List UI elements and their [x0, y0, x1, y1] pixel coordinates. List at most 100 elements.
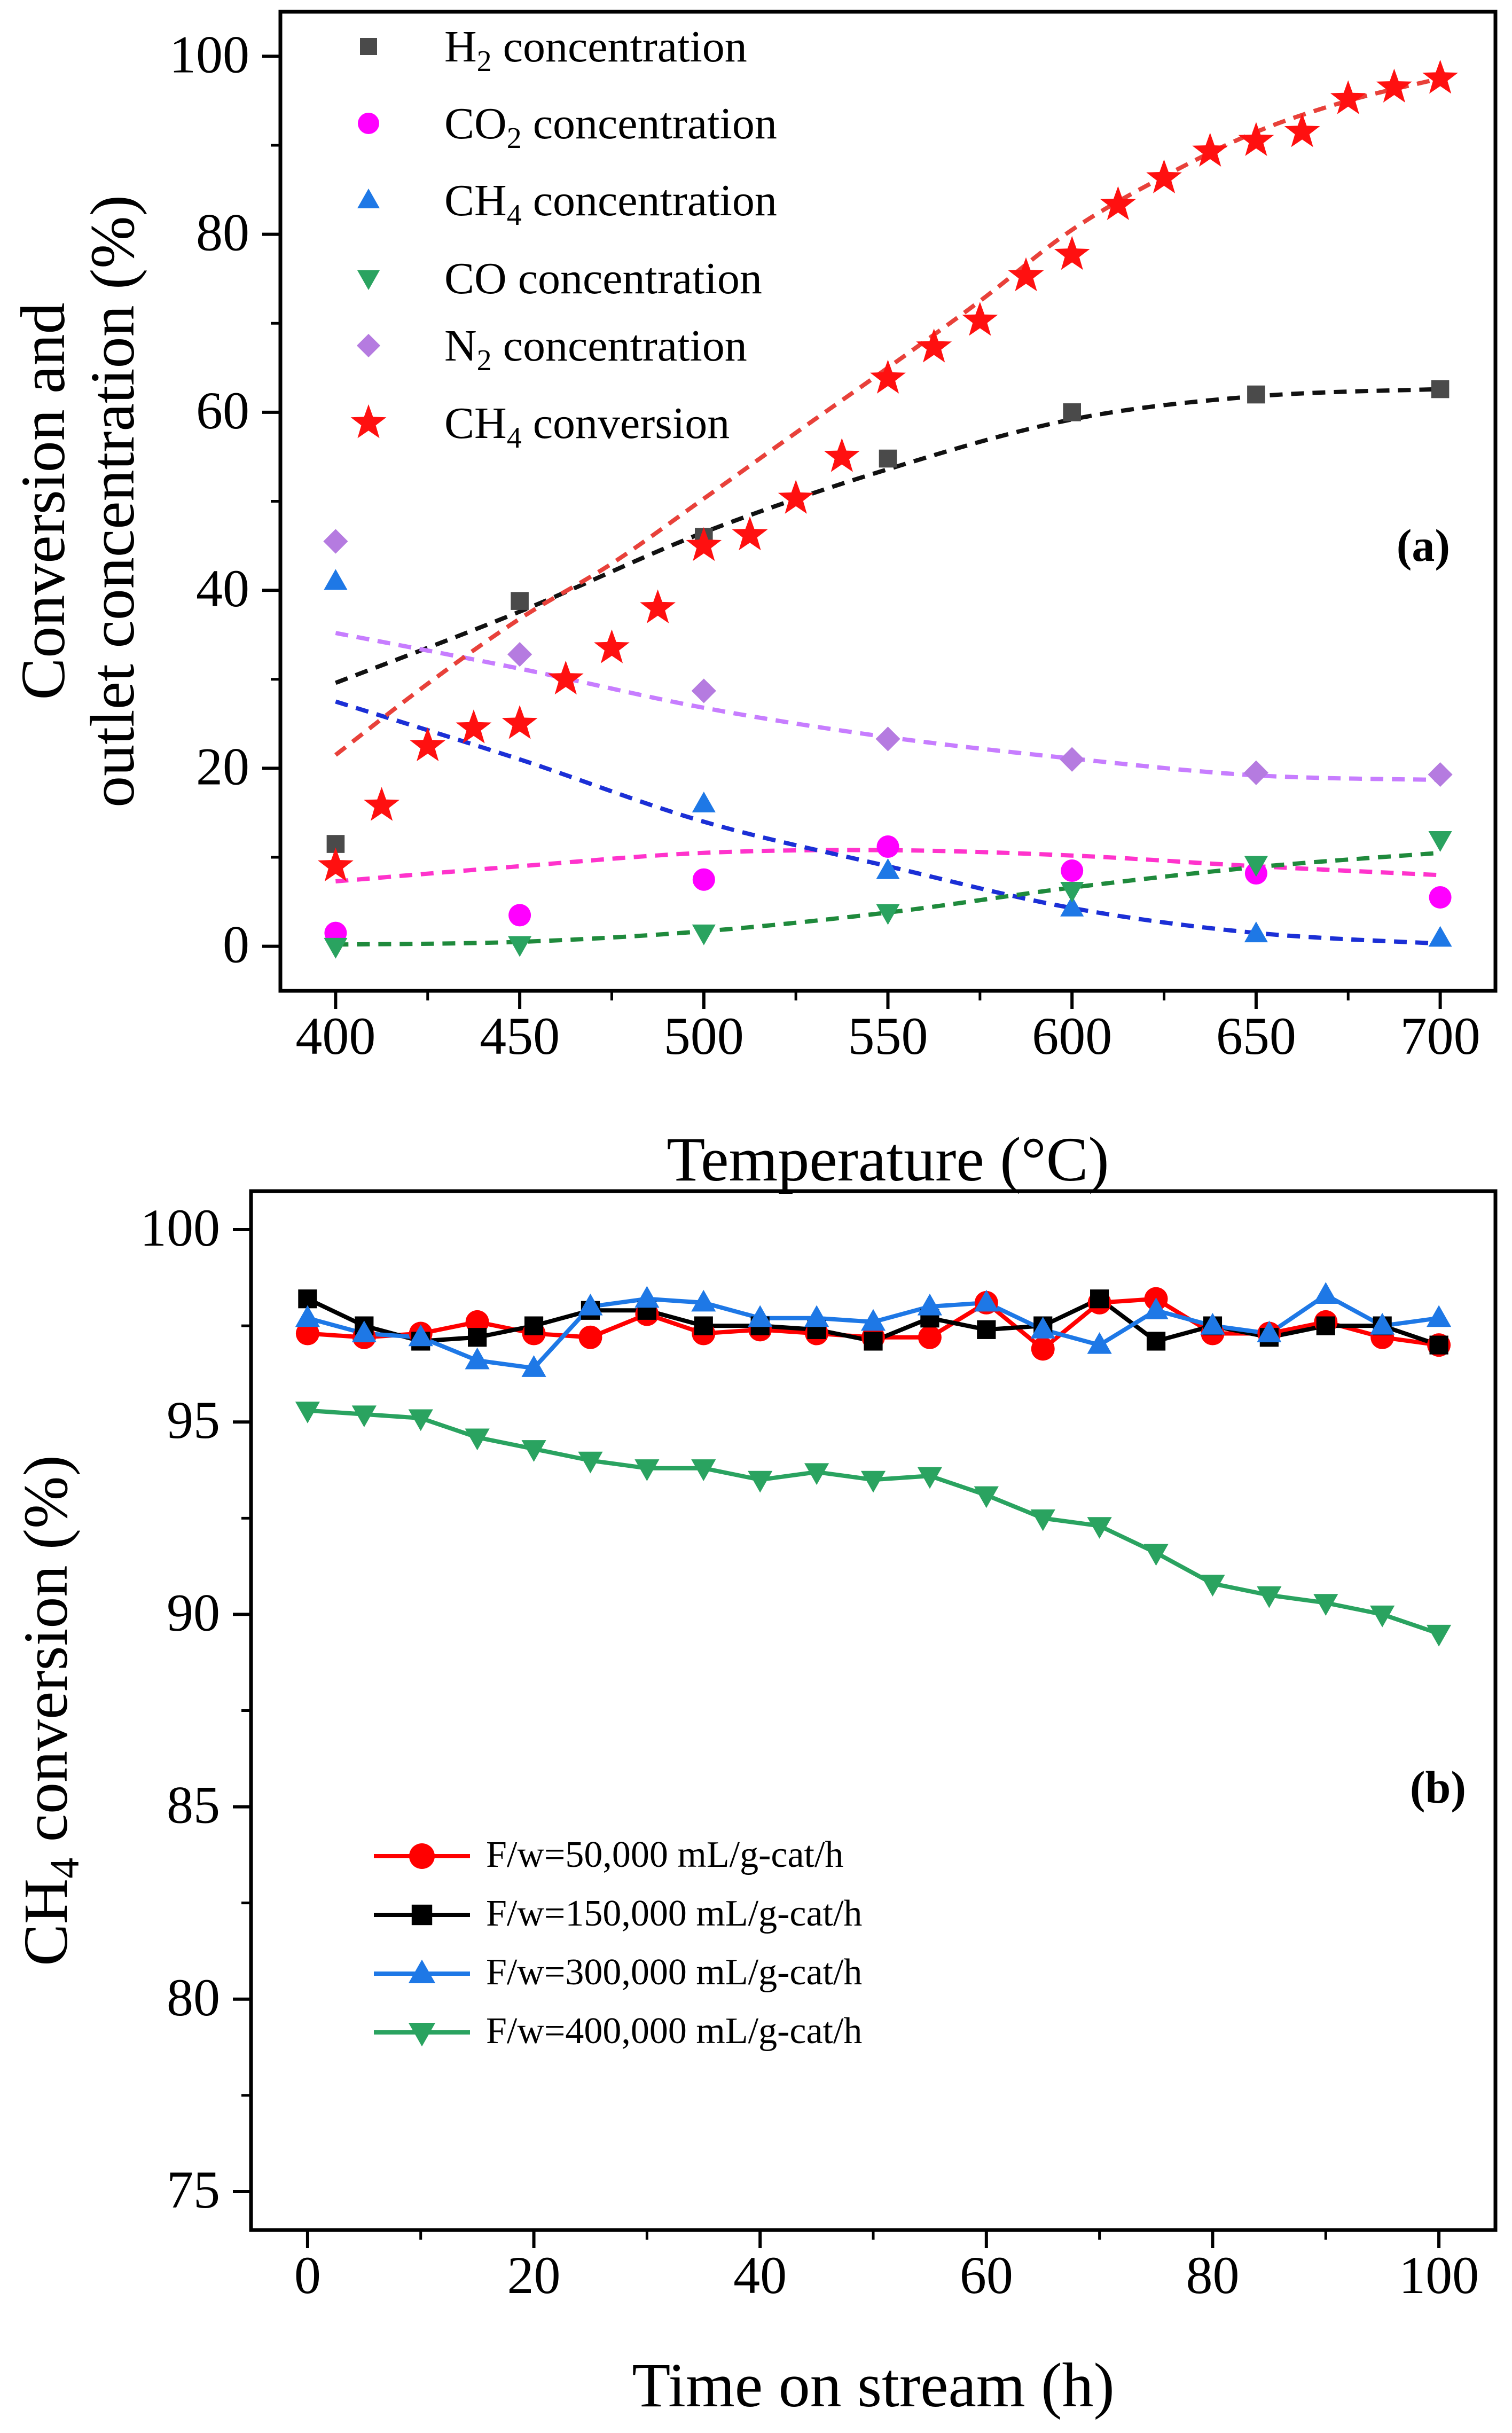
point-co — [1428, 831, 1452, 852]
y-tick-label: 75 — [167, 2160, 220, 2219]
point-fw400k — [634, 1459, 660, 1481]
point-ch4 — [692, 791, 716, 812]
panel-label: (a) — [1397, 520, 1450, 571]
point-fw400k — [974, 1486, 999, 1508]
legend-marker-h2 — [360, 38, 377, 55]
point-fw300k — [974, 1289, 999, 1312]
point-conv — [870, 359, 906, 394]
point-fw400k — [917, 1467, 943, 1489]
axis-ticks: 0 20 40 60 80 100 75 80 85 90 95 100 — [140, 1198, 1479, 2305]
point-n2 — [1243, 760, 1268, 785]
plot-frame — [278, 10, 1498, 993]
x-tick-label: 100 — [1399, 2246, 1479, 2305]
legend-label-main: CH — [444, 176, 507, 225]
y-axis-label-rest: conversion (%) — [11, 1455, 81, 1858]
point-fw300k — [860, 1309, 886, 1331]
point-conv — [1284, 113, 1320, 147]
point-fw400k — [1426, 1624, 1452, 1647]
point-conv — [547, 660, 584, 695]
point-h2 — [1431, 380, 1450, 398]
point-fw50k — [295, 1321, 319, 1345]
point-conv — [1100, 186, 1136, 220]
y-tick-label: 90 — [167, 1583, 220, 1642]
x-tick-label: 80 — [1186, 2246, 1239, 2305]
legend-label-fw400k: F/w=400,000 mL/g-cat/h — [486, 2010, 862, 2052]
point-fw300k — [748, 1305, 773, 1327]
legend-label-fw300k: F/w=300,000 mL/g-cat/h — [486, 1952, 862, 1993]
y-tick-label: 100 — [140, 1198, 220, 1257]
point-h2 — [1247, 385, 1265, 404]
point-fw150k — [1146, 1332, 1166, 1351]
point-conv — [318, 847, 354, 882]
point-conv — [364, 787, 399, 821]
point-conv — [686, 527, 722, 561]
point-fw150k — [524, 1316, 544, 1335]
legend-label-co: CO concentration — [444, 254, 762, 303]
point-fw400k — [691, 1459, 716, 1481]
x-tick-label: 450 — [480, 1006, 560, 1066]
legend-label-sub: 2 — [477, 45, 492, 78]
point-fw50k — [465, 1310, 489, 1334]
point-fw300k — [1030, 1317, 1055, 1339]
panel-b: 0 20 40 60 80 100 75 80 85 90 95 100 F/w=50,000 mL/… — [11, 1189, 1498, 2420]
legend-label-rest: concentration — [522, 99, 777, 148]
y-axis-label: CH4 conversion (%) — [11, 1455, 88, 1966]
point-conv — [640, 589, 676, 623]
point-co2 — [692, 868, 715, 891]
point-fw150k — [977, 1320, 996, 1339]
y-tick-label: 0 — [223, 915, 249, 974]
legend-label-sub: 4 — [507, 421, 522, 455]
point-conv — [732, 516, 768, 551]
point-conv — [962, 302, 998, 336]
y-tick-label: 20 — [196, 737, 249, 796]
x-axis-label: Time on stream (h) — [632, 2350, 1115, 2420]
legend-label-conv: CH4 conversion — [444, 398, 730, 455]
y-tick-label: 85 — [167, 1775, 220, 1835]
x-tick-label: 700 — [1400, 1006, 1480, 1066]
point-conv — [1146, 159, 1182, 193]
point-fw150k — [1090, 1289, 1109, 1309]
point-co — [1060, 881, 1084, 903]
point-fw300k — [804, 1305, 829, 1327]
legend-label-main: H — [444, 22, 477, 72]
legend-marker-fw400k — [408, 2023, 436, 2047]
point-conv — [594, 629, 630, 663]
legend-marker-conv — [350, 404, 387, 439]
point-fw400k — [351, 1405, 377, 1428]
point-fw300k — [351, 1320, 377, 1343]
data-points — [318, 59, 1458, 959]
point-fw300k — [691, 1289, 716, 1312]
point-co2 — [1429, 886, 1452, 909]
point-fw300k — [1426, 1305, 1452, 1327]
point-ch4 — [1428, 926, 1452, 947]
point-co — [692, 924, 716, 945]
legend-label-ch4: CH4 concentration — [444, 176, 777, 232]
point-co — [324, 937, 348, 959]
legend-marker-fw300k — [408, 1959, 436, 1983]
y-tick-label: 80 — [196, 203, 249, 262]
point-fw300k — [1143, 1297, 1169, 1319]
point-conv — [1330, 80, 1366, 114]
point-conv — [778, 480, 814, 514]
plot-frame — [249, 1189, 1498, 2232]
legend-marker-n2 — [357, 334, 380, 357]
point-conv — [1192, 132, 1228, 167]
legend-marker-co — [357, 270, 380, 290]
point-n2 — [1428, 762, 1453, 787]
legend-label-co2: CO2 concentration — [444, 99, 777, 155]
point-conv — [1238, 122, 1274, 156]
data-points — [295, 1282, 1452, 1647]
point-fw400k — [465, 1428, 490, 1451]
point-fw400k — [1087, 1517, 1112, 1539]
point-fw300k — [465, 1347, 490, 1370]
y-tick-label: 100 — [169, 25, 249, 84]
point-conv — [1422, 59, 1458, 94]
legend-marker-ch4 — [357, 189, 380, 208]
point-n2 — [1060, 747, 1085, 772]
point-n2 — [323, 529, 348, 554]
point-fw150k — [864, 1332, 883, 1351]
axis-ticks: 400 450 500 550 600 650 700 0 20 40 60 80 100 — [169, 25, 1480, 1066]
